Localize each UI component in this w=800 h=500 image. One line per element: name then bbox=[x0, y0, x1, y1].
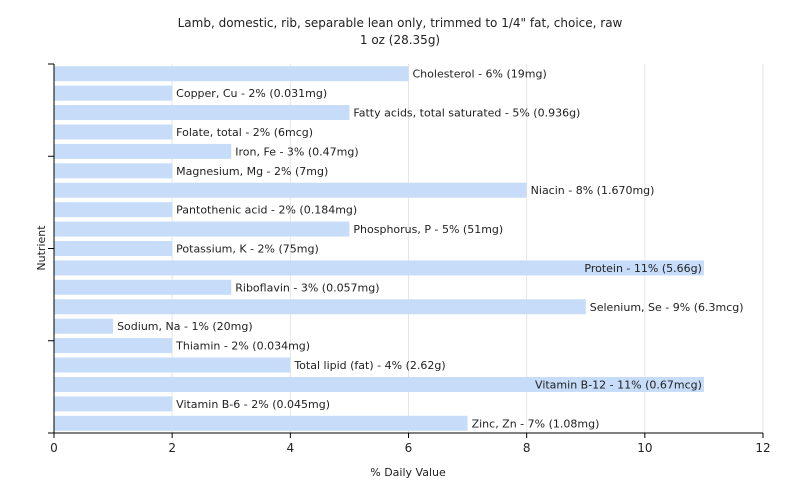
bar-label: Pantothenic acid - 2% (0.184mg) bbox=[176, 204, 357, 217]
bar-label: Iron, Fe - 3% (0.47mg) bbox=[235, 145, 358, 158]
bar-label: Sodium, Na - 1% (20mg) bbox=[117, 320, 253, 333]
bar bbox=[54, 202, 173, 218]
x-axis-title: % Daily Value bbox=[370, 466, 446, 479]
chart-subtitle: 1 oz (28.35g) bbox=[359, 33, 441, 47]
bar-label: Vitamin B-6 - 2% (0.045mg) bbox=[176, 398, 330, 411]
chart-title: Lamb, domestic, rib, separable lean only… bbox=[177, 16, 623, 30]
bar bbox=[54, 85, 173, 101]
x-tick-label: 4 bbox=[287, 441, 295, 455]
bar bbox=[54, 318, 114, 334]
bar bbox=[54, 279, 232, 295]
bar bbox=[54, 241, 173, 256]
bar bbox=[54, 415, 468, 431]
bar bbox=[54, 376, 704, 392]
y-axis-title: Nutrient bbox=[35, 225, 48, 271]
bar bbox=[54, 143, 232, 159]
bar-label: Copper, Cu - 2% (0.031mg) bbox=[176, 87, 327, 100]
bar-label: Fatty acids, total saturated - 5% (0.936… bbox=[353, 107, 580, 120]
bar-label: Thiamin - 2% (0.034mg) bbox=[175, 340, 310, 353]
bars: Cholesterol - 6% (19mg) Copper, Cu - 2% (… bbox=[54, 66, 744, 431]
bar bbox=[54, 338, 173, 354]
bar bbox=[54, 105, 350, 121]
bar bbox=[54, 299, 586, 315]
bar-label: Phosphorus, P - 5% (51mg) bbox=[353, 223, 503, 236]
bar bbox=[54, 124, 173, 140]
bar-label: Potassium, K - 2% (75mg) bbox=[176, 243, 319, 256]
bar bbox=[54, 221, 350, 237]
x-tick-label: 0 bbox=[50, 441, 58, 455]
bar-label: Selenium, Se - 9% (6.3mcg) bbox=[590, 301, 744, 314]
bar-label: Protein - 11% (5.66g) bbox=[584, 262, 702, 275]
bar-label: Niacin - 8% (1.670mg) bbox=[531, 184, 655, 197]
bar-label: Cholesterol - 6% (19mg) bbox=[413, 68, 547, 81]
bar-label: Zinc, Zn - 7% (1.08mg) bbox=[472, 417, 600, 430]
bar-label: Total lipid (fat) - 4% (2.62g) bbox=[293, 359, 445, 372]
bar bbox=[54, 182, 527, 198]
axes: 0 2 4 6 8 10 12 bbox=[48, 63, 771, 455]
bar bbox=[54, 260, 704, 276]
bar-label: Vitamin B-12 - 11% (0.67mcg) bbox=[535, 378, 702, 391]
x-tick-label: 2 bbox=[168, 441, 176, 455]
bar bbox=[54, 396, 173, 412]
bar-label: Riboflavin - 3% (0.057mg) bbox=[235, 281, 379, 294]
x-tick-label: 10 bbox=[637, 441, 652, 455]
bar bbox=[54, 357, 291, 373]
bar-label: Magnesium, Mg - 2% (7mg) bbox=[176, 165, 328, 178]
bar-label: Folate, total - 2% (6mcg) bbox=[176, 126, 313, 139]
x-tick-label: 8 bbox=[523, 441, 531, 455]
x-tick-label: 12 bbox=[755, 441, 770, 455]
x-tick-label: 6 bbox=[405, 441, 413, 455]
bar bbox=[54, 163, 173, 179]
bar bbox=[54, 66, 409, 82]
